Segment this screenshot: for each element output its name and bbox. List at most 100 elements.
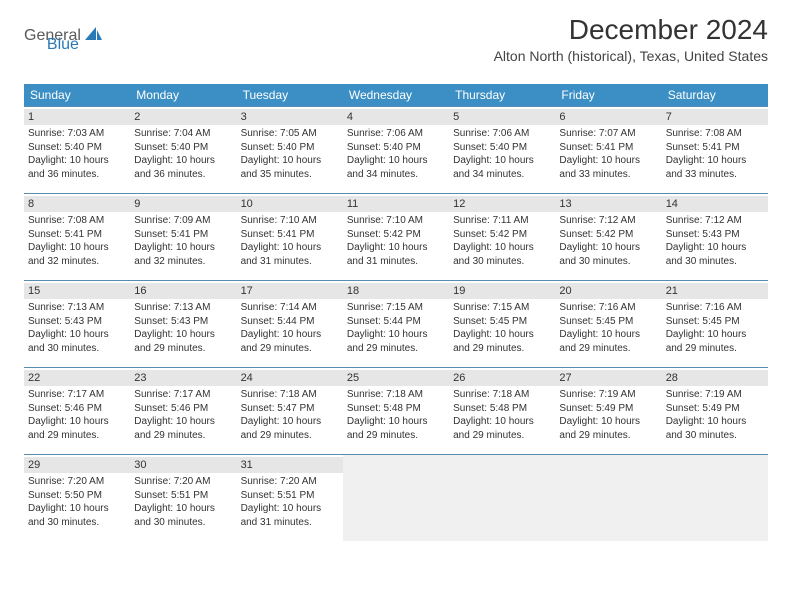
weekday-header: Monday <box>130 84 236 106</box>
day-number: 27 <box>555 370 661 386</box>
day-cell: 25Sunrise: 7:18 AMSunset: 5:48 PMDayligh… <box>343 368 449 454</box>
day-cell: 12Sunrise: 7:11 AMSunset: 5:42 PMDayligh… <box>449 194 555 280</box>
sunrise-line: Sunrise: 7:17 AM <box>28 388 126 402</box>
page-title: December 2024 <box>494 14 768 46</box>
day-number: 28 <box>662 370 768 386</box>
day-number: 21 <box>662 283 768 299</box>
weekday-header: Friday <box>555 84 661 106</box>
weekday-header: Thursday <box>449 84 555 106</box>
day-number: 26 <box>449 370 555 386</box>
day-number: 5 <box>449 109 555 125</box>
day-cell: 19Sunrise: 7:15 AMSunset: 5:45 PMDayligh… <box>449 281 555 367</box>
weekday-header: Saturday <box>662 84 768 106</box>
daylight-line: Daylight: 10 hours and 29 minutes. <box>559 328 657 355</box>
day-cell: 5Sunrise: 7:06 AMSunset: 5:40 PMDaylight… <box>449 107 555 193</box>
location-text: Alton North (historical), Texas, United … <box>494 48 768 64</box>
day-cell: 22 Sunrise: 7:17 AMSunset: 5:46 PMDayligh… <box>24 368 130 454</box>
sunrise-line: Sunrise: 7:13 AM <box>28 301 126 315</box>
sunset-line: Sunset: 5:45 PM <box>453 315 551 329</box>
weekday-header: Sunday <box>24 84 130 106</box>
sunset-line: Sunset: 5:41 PM <box>241 228 339 242</box>
empty-cell <box>449 455 555 541</box>
sunrise-line: Sunrise: 7:04 AM <box>134 127 232 141</box>
sunrise-line: Sunrise: 7:17 AM <box>134 388 232 402</box>
empty-cell <box>662 455 768 541</box>
daylight-line: Daylight: 10 hours and 29 minutes. <box>241 415 339 442</box>
day-number: 11 <box>343 196 449 212</box>
daylight-line: Daylight: 10 hours and 30 minutes. <box>666 241 764 268</box>
logo-sail-icon <box>85 27 103 46</box>
daylight-line: Daylight: 10 hours and 31 minutes. <box>241 502 339 529</box>
day-cell: 8Sunrise: 7:08 AMSunset: 5:41 PMDaylight… <box>24 194 130 280</box>
day-number: 6 <box>555 109 661 125</box>
day-cell: 23Sunrise: 7:17 AMSunset: 5:46 PMDayligh… <box>130 368 236 454</box>
sunset-line: Sunset: 5:46 PM <box>28 402 126 416</box>
sunset-line: Sunset: 5:47 PM <box>241 402 339 416</box>
day-cell: 3 Sunrise: 7:05 AMSunset: 5:40 PMDaylight… <box>237 107 343 193</box>
daylight-line: Daylight: 10 hours and 29 minutes. <box>134 415 232 442</box>
week-row: 29Sunrise: 7:20 AMSunset: 5:50 PMDayligh… <box>24 454 768 541</box>
day-number: 29 <box>24 457 130 473</box>
daylight-line: Daylight: 10 hours and 30 minutes. <box>666 415 764 442</box>
daylight-line: Daylight: 10 hours and 36 minutes. <box>28 154 126 181</box>
sunrise-line: Sunrise: 7:08 AM <box>28 214 126 228</box>
day-cell: 21Sunrise: 7:16 AMSunset: 5:45 PMDayligh… <box>662 281 768 367</box>
sunrise-line: Sunrise: 7:15 AM <box>347 301 445 315</box>
sunset-line: Sunset: 5:40 PM <box>241 141 339 155</box>
day-number: 4 <box>343 109 449 125</box>
daylight-line: Daylight: 10 hours and 29 minutes. <box>241 328 339 355</box>
sunset-line: Sunset: 5:45 PM <box>666 315 764 329</box>
sunrise-line: Sunrise: 7:18 AM <box>241 388 339 402</box>
day-number: 8 <box>24 196 130 212</box>
sunrise-line: Sunrise: 7:05 AM <box>241 127 339 141</box>
daylight-line: Daylight: 10 hours and 31 minutes. <box>347 241 445 268</box>
daylight-line: Daylight: 10 hours and 36 minutes. <box>134 154 232 181</box>
sunrise-line: Sunrise: 7:07 AM <box>559 127 657 141</box>
day-cell: 15Sunrise: 7:13 AMSunset: 5:43 PMDayligh… <box>24 281 130 367</box>
day-number: 1 <box>24 109 130 125</box>
sunrise-line: Sunrise: 7:13 AM <box>134 301 232 315</box>
day-cell: 18Sunrise: 7:15 AMSunset: 5:44 PMDayligh… <box>343 281 449 367</box>
daylight-line: Daylight: 10 hours and 30 minutes. <box>559 241 657 268</box>
sunrise-line: Sunrise: 7:18 AM <box>347 388 445 402</box>
day-cell: 1Sunrise: 7:03 AMSunset: 5:40 PMDaylight… <box>24 107 130 193</box>
weekday-header: Tuesday <box>237 84 343 106</box>
daylight-line: Daylight: 10 hours and 35 minutes. <box>241 154 339 181</box>
daylight-line: Daylight: 10 hours and 33 minutes. <box>559 154 657 181</box>
daylight-line: Daylight: 10 hours and 30 minutes. <box>453 241 551 268</box>
daylight-line: Daylight: 10 hours and 29 minutes. <box>347 328 445 355</box>
day-cell: 26Sunrise: 7:18 AMSunset: 5:48 PMDayligh… <box>449 368 555 454</box>
day-number: 17 <box>237 283 343 299</box>
sunrise-line: Sunrise: 7:16 AM <box>666 301 764 315</box>
day-cell: 30Sunrise: 7:20 AMSunset: 5:51 PMDayligh… <box>130 455 236 541</box>
day-cell: 17Sunrise: 7:14 AMSunset: 5:44 PMDayligh… <box>237 281 343 367</box>
day-number: 3 <box>237 109 343 125</box>
day-cell: 14Sunrise: 7:12 AMSunset: 5:43 PMDayligh… <box>662 194 768 280</box>
sunset-line: Sunset: 5:49 PM <box>666 402 764 416</box>
logo: General Blue <box>24 18 79 54</box>
daylight-line: Daylight: 10 hours and 29 minutes. <box>28 415 126 442</box>
day-number: 15 <box>24 283 130 299</box>
calendar: SundayMondayTuesdayWednesdayThursdayFrid… <box>24 84 768 541</box>
sunset-line: Sunset: 5:43 PM <box>28 315 126 329</box>
header-right: December 2024 Alton North (historical), … <box>494 14 768 64</box>
daylight-line: Daylight: 10 hours and 32 minutes. <box>134 241 232 268</box>
daylight-line: Daylight: 10 hours and 33 minutes. <box>666 154 764 181</box>
day-cell: 29Sunrise: 7:20 AMSunset: 5:50 PMDayligh… <box>24 455 130 541</box>
daylight-line: Daylight: 10 hours and 29 minutes. <box>453 328 551 355</box>
daylight-line: Daylight: 10 hours and 34 minutes. <box>453 154 551 181</box>
day-number: 10 <box>237 196 343 212</box>
daylight-line: Daylight: 10 hours and 30 minutes. <box>28 502 126 529</box>
sunrise-line: Sunrise: 7:14 AM <box>241 301 339 315</box>
daylight-line: Daylight: 10 hours and 30 minutes. <box>134 502 232 529</box>
week-row: 15Sunrise: 7:13 AMSunset: 5:43 PMDayligh… <box>24 280 768 367</box>
daylight-line: Daylight: 10 hours and 29 minutes. <box>134 328 232 355</box>
day-number: 22 <box>24 370 130 386</box>
sunset-line: Sunset: 5:42 PM <box>559 228 657 242</box>
weekday-header: Wednesday <box>343 84 449 106</box>
sunset-line: Sunset: 5:41 PM <box>28 228 126 242</box>
weekday-header-row: SundayMondayTuesdayWednesdayThursdayFrid… <box>24 84 768 106</box>
day-number: 31 <box>237 457 343 473</box>
sunset-line: Sunset: 5:45 PM <box>559 315 657 329</box>
daylight-line: Daylight: 10 hours and 29 minutes. <box>559 415 657 442</box>
